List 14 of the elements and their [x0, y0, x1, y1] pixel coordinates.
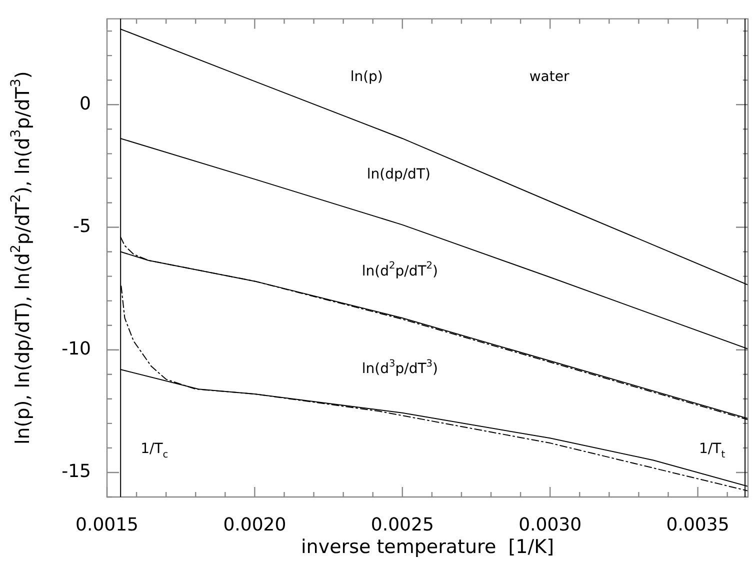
- annotation: water: [529, 68, 570, 85]
- x-tick-label: 0.0030: [518, 514, 582, 536]
- y-tick-label: -10: [62, 338, 91, 360]
- x-tick-label: 0.0035: [666, 514, 730, 536]
- annotation: ln(p): [350, 68, 383, 85]
- x-axis-title: inverse temperature [1/K]: [301, 536, 554, 558]
- text: ln(p), ln(dp/dT), ln(d2p/dT2), ln(d3p/dT3): [8, 71, 34, 445]
- x-tick-label: 0.0025: [370, 514, 434, 536]
- y-tick-label: 0: [80, 93, 91, 114]
- y-tick-label: -15: [62, 461, 91, 482]
- y-tick-label: -5: [73, 216, 91, 237]
- x-tick-label: 0.0015: [76, 514, 138, 536]
- x-tick-label: 0.0020: [223, 514, 286, 536]
- annotation: ln(dp/dT): [366, 166, 430, 182]
